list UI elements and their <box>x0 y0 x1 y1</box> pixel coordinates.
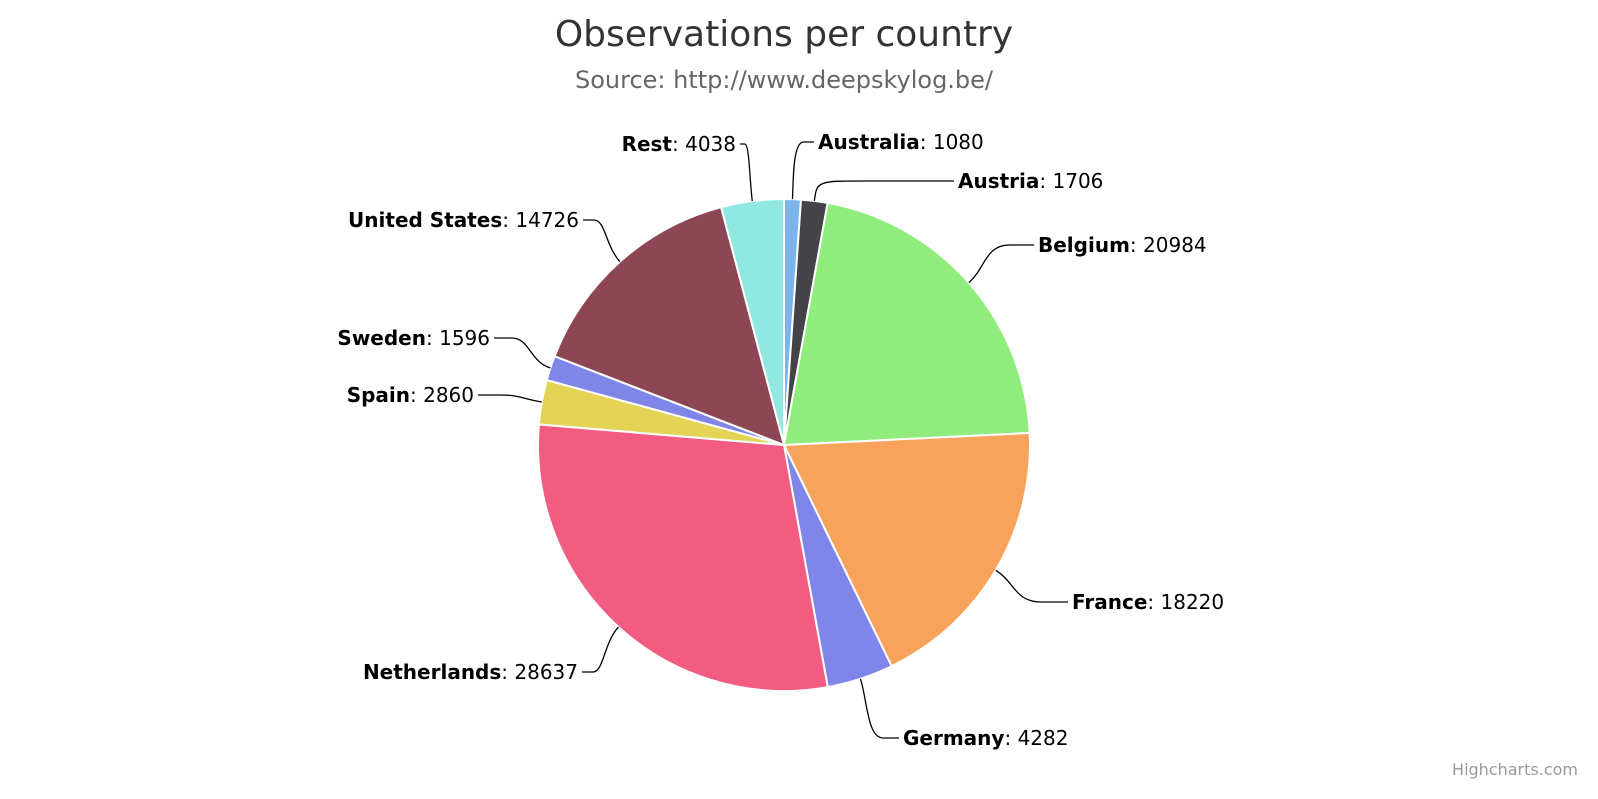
chart-title: Observations per country <box>554 14 1014 55</box>
data-label-france: France: 18220 <box>1072 590 1224 614</box>
connector-belgium <box>968 244 1034 284</box>
data-label-germany: Germany: 4282 <box>903 726 1068 750</box>
connector-australia <box>791 141 814 200</box>
connector-france <box>995 569 1068 603</box>
connector-spain <box>478 394 542 403</box>
connector-austria <box>813 180 954 201</box>
connector-germany <box>859 678 899 739</box>
data-label-belgium: Belgium: 20984 <box>1038 233 1207 257</box>
pie-slice-rest[interactable] <box>720 198 785 446</box>
chart-subtitle: Source: http://www.deepskylog.be/ <box>574 66 994 94</box>
connector-united-states <box>583 219 621 263</box>
data-label-austria: Austria: 1706 <box>958 169 1103 193</box>
data-label-netherlands: Netherlands: 28637 <box>363 660 578 684</box>
pie-slice-united-states[interactable] <box>553 206 785 446</box>
pie-slice-belgium[interactable] <box>783 201 1031 446</box>
connector-netherlands <box>582 626 619 673</box>
data-label-spain: Spain: 2860 <box>347 383 474 407</box>
connector-sweden <box>494 337 551 369</box>
data-label-united-states: United States: 14726 <box>348 208 579 232</box>
data-label-australia: Australia: 1080 <box>818 130 984 154</box>
pie-slice-netherlands[interactable] <box>537 423 829 692</box>
data-label-sweden: Sweden: 1596 <box>337 326 490 350</box>
connector-rest <box>740 143 753 202</box>
data-label-rest: Rest: 4038 <box>622 132 736 156</box>
credits-link[interactable]: Highcharts.com <box>1452 760 1578 779</box>
